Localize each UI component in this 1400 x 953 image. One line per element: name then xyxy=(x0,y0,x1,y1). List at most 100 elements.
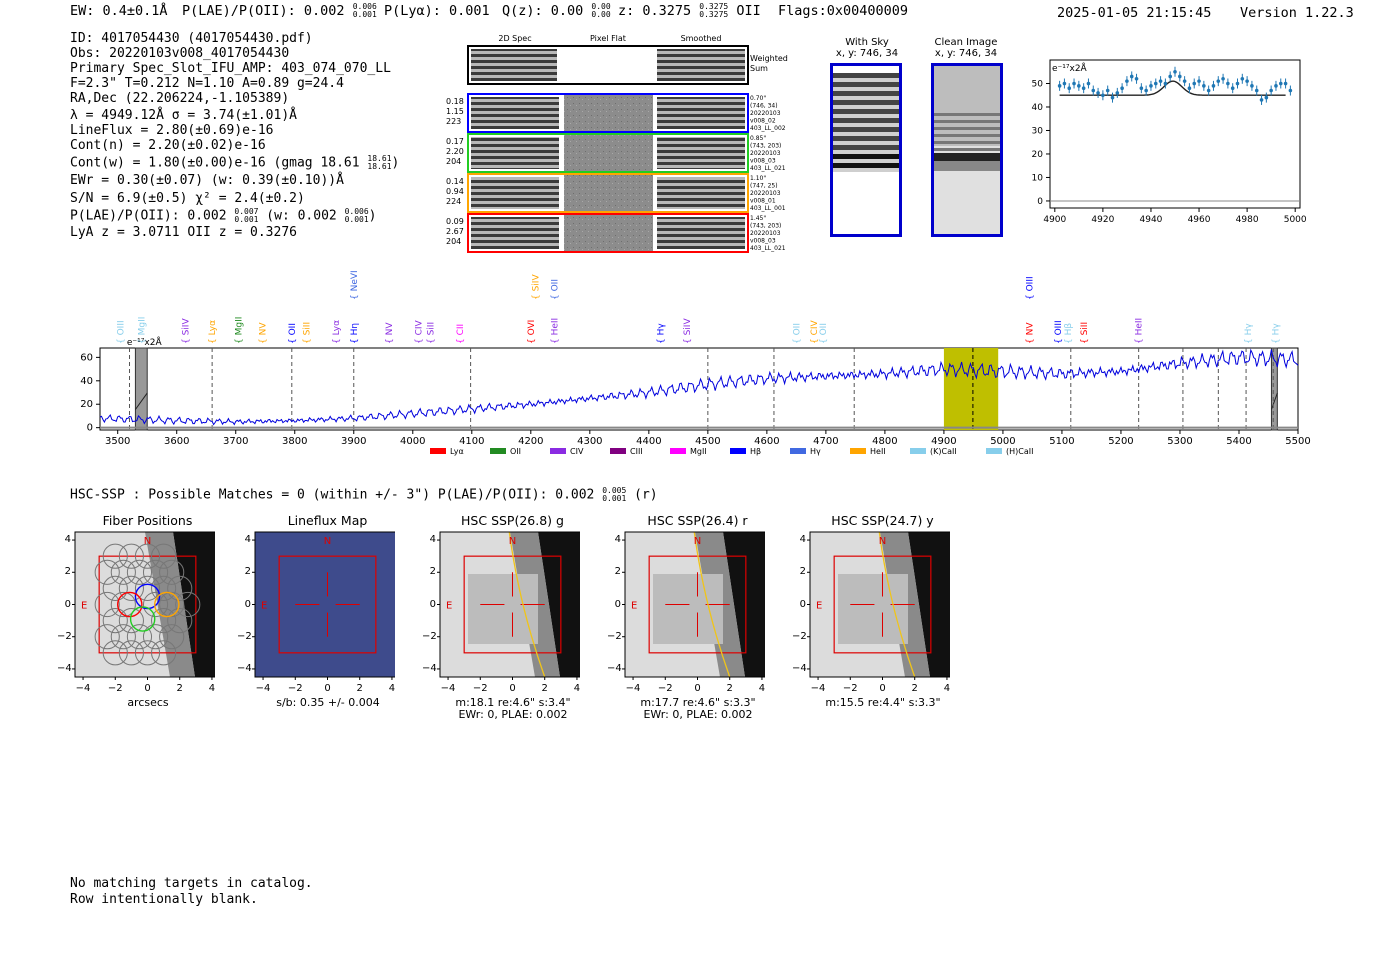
hsc-panel-mid-region xyxy=(145,532,195,677)
hsc-xtick-label: −2 xyxy=(473,683,488,694)
zoom-data-point xyxy=(1163,81,1168,86)
hsc-fiber-circle xyxy=(118,575,144,601)
zoom-data-point xyxy=(1158,79,1163,83)
hsc-panel-caption: m:18.1 re:4.6" s:3.4" EWr: 0, PLAE: 0.002 xyxy=(428,697,598,721)
zoom-data-point xyxy=(1206,88,1211,93)
zoom-xtick-label: 5000 xyxy=(1284,215,1307,225)
hsc-fiber-circle xyxy=(126,559,153,585)
info-ewr: EWr = 0.30(±0.07) (w: 0.39(±0.10))Å xyxy=(70,173,344,188)
spectrum-line-label: { SiIV xyxy=(683,318,693,344)
zoom-data-point xyxy=(1211,84,1216,88)
hsc-panel: HSC SSP(24.7) y N E −4 −2 0 2 4 xyxy=(807,513,950,694)
weighted-sum-label-2: Sum xyxy=(750,64,768,73)
hsc-fiber-circle xyxy=(167,575,193,601)
zoom-data-point xyxy=(1173,69,1177,74)
zoom-ytick-label: 50 xyxy=(1032,79,1044,89)
hsc-fiber-circle xyxy=(102,543,128,569)
hsc-ytick-label: 2 xyxy=(64,566,71,578)
hsc-title-frac: 0.005 0.001 xyxy=(602,487,626,503)
spectrum-line-label: { OIII xyxy=(1054,320,1064,344)
hsc-fiber-circle xyxy=(118,608,144,634)
hsc-ytick-label: 4 xyxy=(614,534,621,546)
spectrum-line-label-text: { Hη xyxy=(350,323,360,344)
info-plae2-frac: 0.007 0.001 xyxy=(234,208,258,224)
spectrum-line-label: { OIII xyxy=(1026,276,1036,300)
hsc-ytick-label: −2 xyxy=(422,630,437,642)
header-plae: P(LAE)/P(OII): 0.002 0.006 0.001 xyxy=(182,3,377,20)
spectrum-xtick-label: 4000 xyxy=(400,436,425,447)
zoom-plot-area xyxy=(1049,59,1301,209)
hsc-ytick-label: 2 xyxy=(244,566,251,578)
hsc-east-label: E xyxy=(446,601,452,612)
cutout-right-value: (747, 25) xyxy=(750,183,778,190)
spectrum-line-label-text: { MgII xyxy=(137,317,147,344)
clean-image-xy: x, y: 746, 34 xyxy=(934,48,998,59)
spectrum-line-label: { MgII xyxy=(235,317,245,344)
hsc-fiber-circle xyxy=(94,624,120,650)
zoom-data-point xyxy=(1086,81,1091,86)
cutout-right-value: 1.45" xyxy=(750,215,766,222)
info-lya: LyA z = 3.0711 OII z = 0.3276 xyxy=(70,225,297,240)
spectrum-line-label-text: { CIV xyxy=(810,319,820,344)
hsc-panel-caption-1: s/b: 0.35 +/- 0.004 xyxy=(276,696,380,709)
spectrum-line-label-text: { Hγ xyxy=(1244,323,1254,344)
header-datetime: 2025-01-05 21:15:45 xyxy=(1057,5,1212,21)
spectrum-line-label: { NV xyxy=(385,322,395,344)
hsc-east-label: E xyxy=(631,601,637,612)
spectrum-line-label: { SiII xyxy=(1080,322,1090,344)
hsc-fiber-circle xyxy=(110,624,136,650)
hsc-ytick-label: −4 xyxy=(422,662,437,674)
info-plae2-lo: 0.001 xyxy=(234,215,259,224)
legend-swatch xyxy=(986,448,1002,454)
spectrum-line-label-text: { SiII xyxy=(303,322,313,344)
zoom-data-point xyxy=(1250,84,1254,88)
header-ew: EW: 0.4±0.1Å xyxy=(70,3,168,19)
hsc-aperture-box xyxy=(98,555,197,654)
hsc-ellipse-arc xyxy=(508,531,546,678)
spectrum-xtick-label: 3500 xyxy=(105,436,130,447)
spectrum-line-label-text: { OIII xyxy=(1026,276,1036,300)
zoom-ytick-label: 30 xyxy=(1032,126,1044,136)
zoom-data-point xyxy=(1178,74,1182,79)
hsc-title-hi: 0.005 xyxy=(602,486,627,495)
hsc-title-band: (r) xyxy=(634,487,658,503)
zoom-data-point xyxy=(1110,95,1115,100)
cutout-smoothed xyxy=(657,97,745,129)
full-spectrum-chart: 3500 3600 3700 3800 3900 4000 4100 4200 4300 4400… xyxy=(80,270,1310,456)
spectrum-xtick-label: 4300 xyxy=(577,436,602,447)
zoom-ytick-label: 0 xyxy=(1037,197,1043,207)
info-plae2: P(LAE)/P(OII): 0.002 0.007 0.001 (w: 0.00… xyxy=(70,207,377,224)
hsc-panel: HSC SSP(26.4) r N E −4 −2 0 2 4 xyxy=(622,513,765,694)
spectrum-line-label: { OII xyxy=(819,323,829,344)
cutout-pixelflat xyxy=(564,215,653,251)
hsc-fiber-highlight xyxy=(129,606,156,632)
hsc-ytick-label: −4 xyxy=(57,662,72,674)
hsc-panel-caption: arcsecs xyxy=(63,697,233,709)
zoom-data-point xyxy=(1081,86,1086,90)
zoom-data-point xyxy=(1115,91,1120,95)
spectrum-line-label-text: { NV xyxy=(385,322,395,344)
hsc-panel-stack xyxy=(838,574,908,644)
hsc-ytick-label: 2 xyxy=(799,566,806,578)
spectrum-masked-band xyxy=(1270,347,1278,431)
info-primary: Primary Spec_Slot_IFU_AMP: 403_074_070_L… xyxy=(70,61,391,76)
spectrum-line-label: { OIII xyxy=(117,320,127,344)
spectrum-masked-hatch xyxy=(135,392,148,410)
spectrum-line-label: { HeII xyxy=(1135,318,1145,344)
hsc-fiber-circle xyxy=(134,543,161,569)
hsc-xtick-label: 2 xyxy=(727,683,733,694)
hsc-ytick-label: 0 xyxy=(429,598,436,610)
legend-label: OII xyxy=(510,447,521,456)
spectrum-line-label: { CII xyxy=(456,324,466,344)
hsc-ytick-label: 0 xyxy=(799,598,806,610)
zoom-xtick-label: 4980 xyxy=(1236,215,1259,225)
hsc-north-label: N xyxy=(694,536,701,547)
with-sky-title: With Sky x, y: 746, 34 xyxy=(832,37,902,59)
hsc-xtick-label: 4 xyxy=(759,683,765,694)
weighted-sum-2dspec xyxy=(471,49,557,81)
zoom-data-point xyxy=(1062,81,1067,86)
spectrum-line-label: { Hβ xyxy=(1064,323,1074,344)
spectrum-xtick-label: 5400 xyxy=(1226,436,1251,447)
spectrum-xtick-label: 4600 xyxy=(754,436,779,447)
spectrum-line-label-text: { OIII xyxy=(1054,320,1064,344)
